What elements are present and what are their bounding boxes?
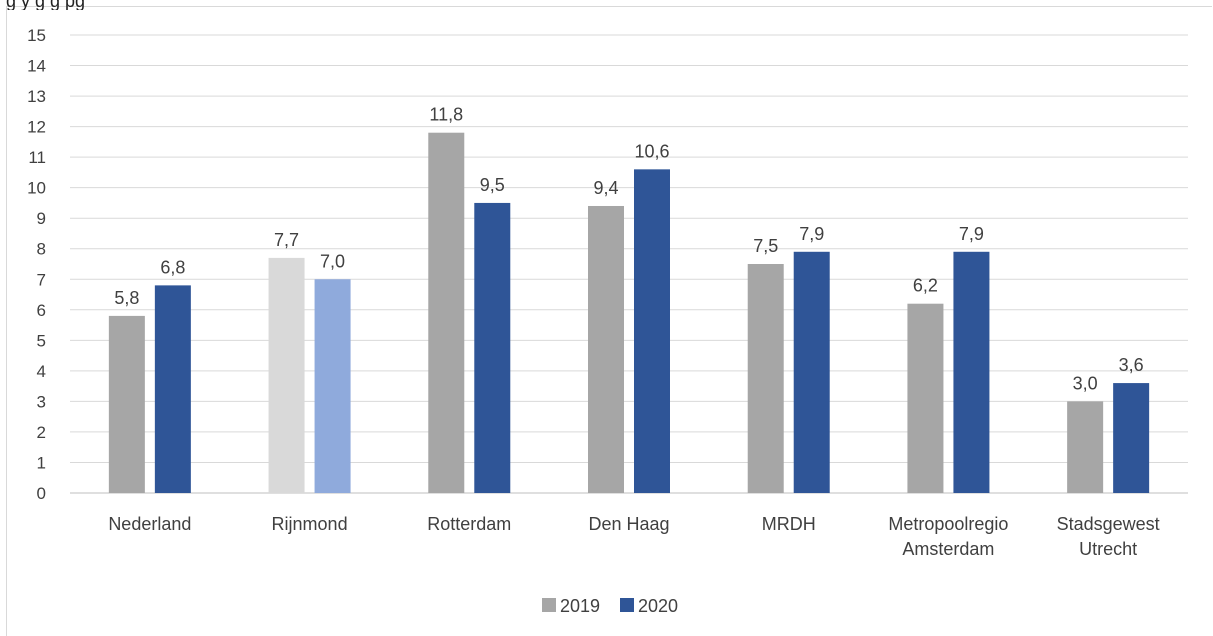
y-tick-label: 13 [27,87,46,106]
bar-2019-0 [108,315,145,493]
data-label: 7,9 [799,224,824,244]
data-label: 9,5 [480,175,505,195]
x-category-label: Rotterdam [427,514,511,534]
y-tick-label: 12 [27,118,46,137]
data-label: 5,8 [114,288,139,308]
x-axis: Nederland Rijnmond Rotterdam Den Haag MRDH Me… [108,514,1159,559]
y-tick-label: 9 [37,209,46,228]
y-tick-label: 6 [37,301,46,320]
data-label: 3,6 [1119,355,1144,375]
x-category-label: Metropoolregio [888,514,1008,534]
bar-2019-1 [268,257,305,493]
gridlines [70,34,1188,494]
x-category-label: Rijnmond [272,514,348,534]
data-label: 7,9 [959,224,984,244]
x-category-label: Nederland [108,514,191,534]
x-category-label: Utrecht [1079,539,1137,559]
data-label: 6,8 [160,257,185,277]
y-tick-label: 8 [37,240,46,259]
bar-2019-6 [1067,401,1104,493]
x-category-label: Den Haag [588,514,669,534]
y-tick-label: 1 [37,453,46,472]
legend: 2019 2020 [542,596,678,616]
y-tick-label: 14 [27,57,46,76]
legend-label: 2019 [560,596,600,616]
bar-2019-2 [428,132,465,493]
y-tick-label: 2 [37,423,46,442]
y-tick-label: 10 [27,179,46,198]
bar-2019-3 [588,205,624,493]
bars [108,132,1150,493]
bar-2020-1 [314,279,351,493]
bar-2020-3 [634,169,670,493]
data-label: 10,6 [634,141,669,161]
legend-swatch-2019 [542,598,556,612]
x-category-label: MRDH [762,514,816,534]
bar-2020-6 [1113,383,1150,493]
x-category-label: Amsterdam [902,539,994,559]
data-label: 7,0 [320,251,345,271]
chart-frame [6,6,1212,636]
legend-swatch-2020 [620,598,634,612]
data-label: 7,5 [753,236,778,256]
y-tick-label: 15 [27,26,46,45]
data-labels: 5,8 6,8 7,7 7,0 11,8 9,5 9,4 10,6 7,5 7,9 6,2 7,9 3,… [114,105,1143,394]
bar-2019-4 [747,264,784,493]
bar-2020-0 [154,285,191,493]
chart-title-fragment: g y g g pg [6,0,86,10]
x-category-label: Stadsgewest [1057,514,1160,534]
y-tick-label: 0 [37,484,46,503]
y-tick-label: 7 [37,270,46,289]
bar-2020-2 [474,202,511,493]
data-label: 11,8 [429,105,463,125]
bar-2020-4 [793,251,830,493]
y-tick-label: 3 [37,392,46,411]
bar-2019-5 [907,303,944,493]
data-label: 9,4 [593,178,618,198]
data-label: 7,7 [274,230,299,250]
y-tick-label: 11 [28,148,46,167]
data-label: 6,2 [913,276,938,296]
data-label: 3,0 [1073,373,1098,393]
legend-label: 2020 [638,596,678,616]
bar-2020-5 [953,251,990,493]
y-tick-label: 4 [37,362,46,381]
y-tick-label: 5 [37,331,46,350]
